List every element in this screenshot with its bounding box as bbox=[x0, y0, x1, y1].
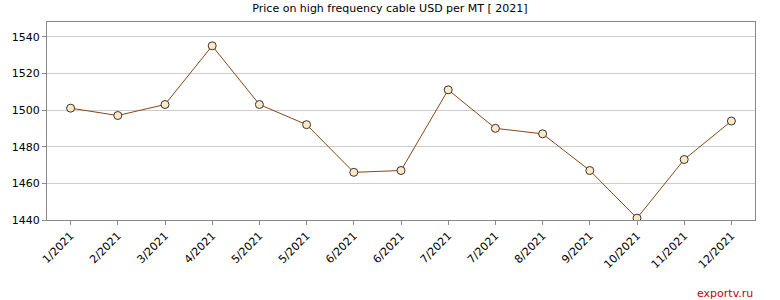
svg-text:1/2021: 1/2021 bbox=[40, 230, 77, 267]
svg-text:7/2021: 7/2021 bbox=[418, 230, 455, 267]
svg-text:10/2021: 10/2021 bbox=[602, 230, 644, 272]
svg-text:1460: 1460 bbox=[12, 177, 40, 190]
svg-text:1440: 1440 bbox=[12, 214, 40, 227]
svg-text:6/2021: 6/2021 bbox=[323, 230, 360, 267]
svg-text:4/2021: 4/2021 bbox=[182, 230, 219, 267]
svg-text:3/2021: 3/2021 bbox=[134, 230, 171, 267]
svg-text:7/2021: 7/2021 bbox=[465, 230, 502, 267]
svg-text:1520: 1520 bbox=[12, 67, 40, 80]
svg-text:11/2021: 11/2021 bbox=[649, 230, 691, 272]
svg-text:5/2021: 5/2021 bbox=[229, 230, 266, 267]
svg-text:exportv.ru: exportv.ru bbox=[697, 287, 753, 300]
svg-text:12/2021: 12/2021 bbox=[696, 230, 738, 272]
svg-text:Price on high frequency cable: Price on high frequency cable USD per MT… bbox=[252, 2, 527, 15]
svg-text:8/2021: 8/2021 bbox=[512, 230, 549, 267]
svg-text:1480: 1480 bbox=[12, 141, 40, 154]
svg-text:2/2021: 2/2021 bbox=[87, 230, 124, 267]
svg-text:1500: 1500 bbox=[12, 104, 40, 117]
svg-text:1540: 1540 bbox=[12, 31, 40, 44]
svg-text:9/2021: 9/2021 bbox=[559, 230, 596, 267]
svg-text:5/2021: 5/2021 bbox=[276, 230, 313, 267]
svg-text:6/2021: 6/2021 bbox=[370, 230, 407, 267]
